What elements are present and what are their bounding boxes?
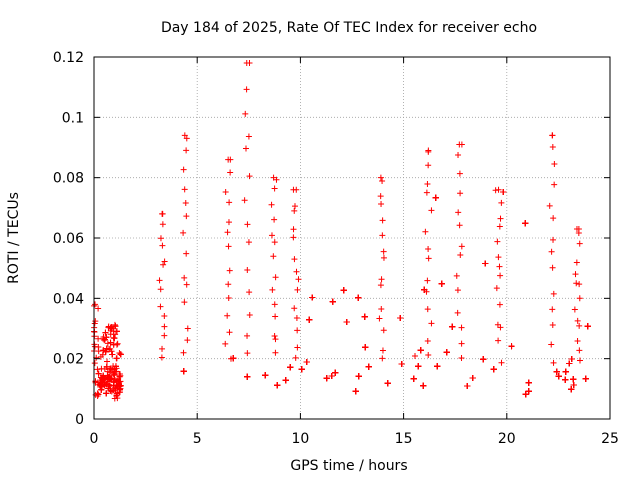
data-point: [95, 348, 102, 355]
data-point: [106, 346, 113, 353]
data-point: [111, 371, 118, 378]
data-point: [104, 358, 111, 365]
data-point: [97, 380, 104, 387]
data-point: [114, 390, 121, 397]
data-point: [103, 334, 110, 341]
grid-lines: [94, 57, 610, 419]
data-point: [105, 324, 112, 331]
data-point: [117, 382, 124, 389]
data-point: [107, 375, 114, 382]
data-point: [112, 363, 119, 370]
data-point: [113, 392, 120, 399]
data-point: [108, 388, 115, 395]
data-point: [95, 391, 102, 398]
data-point: [111, 377, 118, 384]
data-point: [113, 328, 120, 335]
data-point: [113, 355, 120, 362]
data-point: [107, 339, 114, 346]
data-point: [116, 349, 123, 356]
data-point: [117, 351, 124, 358]
data-point: [99, 377, 106, 384]
data-point: [111, 335, 118, 342]
data-point: [110, 382, 117, 389]
data-point: [116, 386, 123, 393]
data-point: [116, 383, 123, 390]
data-point: [103, 390, 110, 397]
data-point: [106, 373, 113, 380]
data-point: [114, 340, 121, 347]
data-point: [105, 385, 112, 392]
data-point: [113, 341, 120, 348]
data-point: [94, 366, 101, 373]
data-point: [104, 340, 111, 347]
data-point: [92, 378, 99, 385]
data-point: [102, 348, 109, 355]
data-point: [112, 323, 119, 330]
data-point: [108, 366, 115, 373]
data-point: [109, 351, 116, 358]
data-point: [108, 325, 115, 332]
data-point: [103, 363, 110, 370]
data-point: [97, 353, 104, 360]
data-points: [91, 60, 591, 402]
data-point: [94, 390, 101, 397]
data-point: [95, 370, 102, 377]
data-point: [102, 329, 109, 336]
data-point: [98, 386, 105, 393]
